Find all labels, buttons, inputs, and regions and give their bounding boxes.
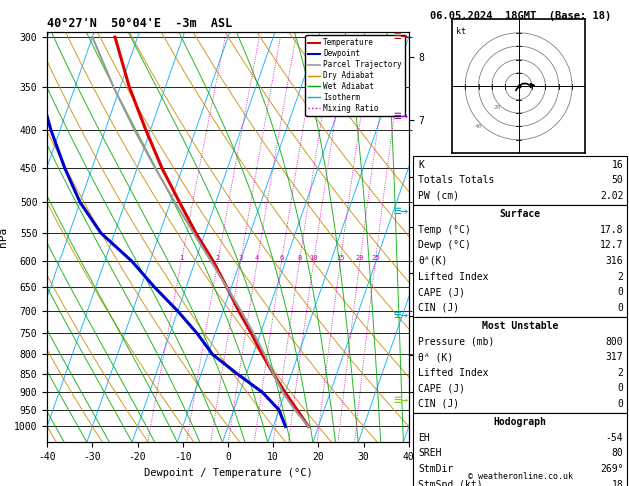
Text: Totals Totals: Totals Totals [418,175,494,185]
Text: StmSpd (kt): StmSpd (kt) [418,480,483,486]
Text: Most Unstable: Most Unstable [482,321,559,331]
Text: 20: 20 [355,255,364,261]
Text: 3: 3 [238,255,243,261]
Text: 8: 8 [298,255,301,261]
Text: 17.8: 17.8 [600,225,623,235]
Text: CIN (J): CIN (J) [418,399,459,409]
Text: kt: kt [456,27,466,36]
Text: Lifted Index: Lifted Index [418,272,489,281]
Text: ≡→: ≡→ [394,395,409,407]
Text: 20: 20 [493,105,501,110]
Text: 317: 317 [606,352,623,362]
Text: 16: 16 [611,160,623,170]
Text: LCL: LCL [413,404,428,414]
Text: θᴬ (K): θᴬ (K) [418,352,454,362]
X-axis label: Dewpoint / Temperature (°C): Dewpoint / Temperature (°C) [143,468,313,478]
Text: 25: 25 [371,255,380,261]
Y-axis label: hPa: hPa [0,227,8,247]
Text: Lifted Index: Lifted Index [418,368,489,378]
Text: 40: 40 [474,124,482,129]
Text: Dewp (°C): Dewp (°C) [418,241,471,250]
Text: 4: 4 [255,255,259,261]
Text: 2: 2 [618,368,623,378]
Y-axis label: km
ASL: km ASL [426,228,447,246]
Text: Temp (°C): Temp (°C) [418,225,471,235]
Text: 0: 0 [618,287,623,297]
Text: ≡→: ≡→ [394,110,409,123]
Text: StmDir: StmDir [418,464,454,474]
Text: 1: 1 [179,255,184,261]
Text: 6: 6 [279,255,284,261]
Text: ≡→: ≡→ [394,30,409,43]
Text: 269°: 269° [600,464,623,474]
Text: 18: 18 [611,480,623,486]
Text: ≡→: ≡→ [394,205,409,218]
Text: 2: 2 [216,255,220,261]
Text: -54: -54 [606,433,623,443]
Text: SREH: SREH [418,449,442,458]
Legend: Temperature, Dewpoint, Parcel Trajectory, Dry Adiabat, Wet Adiabat, Isotherm, Mi: Temperature, Dewpoint, Parcel Trajectory… [305,35,405,116]
Text: 40°27'N  50°04'E  -3m  ASL: 40°27'N 50°04'E -3m ASL [47,17,233,31]
Text: 2: 2 [618,272,623,281]
Text: Pressure (mb): Pressure (mb) [418,337,494,347]
Text: 800: 800 [606,337,623,347]
Text: CAPE (J): CAPE (J) [418,383,465,393]
Text: θᴬ(K): θᴬ(K) [418,256,448,266]
Text: CIN (J): CIN (J) [418,303,459,312]
Text: 0: 0 [618,383,623,393]
Text: © weatheronline.co.uk: © weatheronline.co.uk [469,472,573,481]
Text: Surface: Surface [499,209,541,219]
Text: Hodograph: Hodograph [494,417,547,427]
Text: 80: 80 [611,449,623,458]
Text: 0: 0 [618,399,623,409]
Text: K: K [418,160,424,170]
Text: 06.05.2024  18GMT  (Base: 18): 06.05.2024 18GMT (Base: 18) [430,11,611,21]
Text: 12.7: 12.7 [600,241,623,250]
Text: 15: 15 [336,255,345,261]
Text: 10: 10 [309,255,318,261]
Text: EH: EH [418,433,430,443]
Text: 316: 316 [606,256,623,266]
Text: 2.02: 2.02 [600,191,623,201]
Text: PW (cm): PW (cm) [418,191,459,201]
Text: CAPE (J): CAPE (J) [418,287,465,297]
Text: 50: 50 [611,175,623,185]
Text: 0: 0 [618,303,623,312]
Text: ≡→: ≡→ [394,310,409,322]
